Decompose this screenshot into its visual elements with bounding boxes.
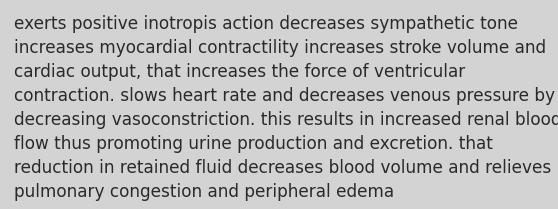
- Text: cardiac output, that increases the force of ventricular: cardiac output, that increases the force…: [14, 63, 465, 81]
- Text: decreasing vasoconstriction. this results in increased renal blood: decreasing vasoconstriction. this result…: [14, 111, 558, 129]
- Text: contraction. slows heart rate and decreases venous pressure by: contraction. slows heart rate and decrea…: [14, 87, 555, 105]
- Text: reduction in retained fluid decreases blood volume and relieves: reduction in retained fluid decreases bl…: [14, 159, 551, 177]
- Text: flow thus promoting urine production and excretion. that: flow thus promoting urine production and…: [14, 135, 493, 153]
- Text: pulmonary congestion and peripheral edema: pulmonary congestion and peripheral edem…: [14, 183, 394, 201]
- Text: exerts positive inotropis action decreases sympathetic tone: exerts positive inotropis action decreas…: [14, 15, 518, 33]
- Text: increases myocardial contractility increases stroke volume and: increases myocardial contractility incre…: [14, 39, 546, 57]
